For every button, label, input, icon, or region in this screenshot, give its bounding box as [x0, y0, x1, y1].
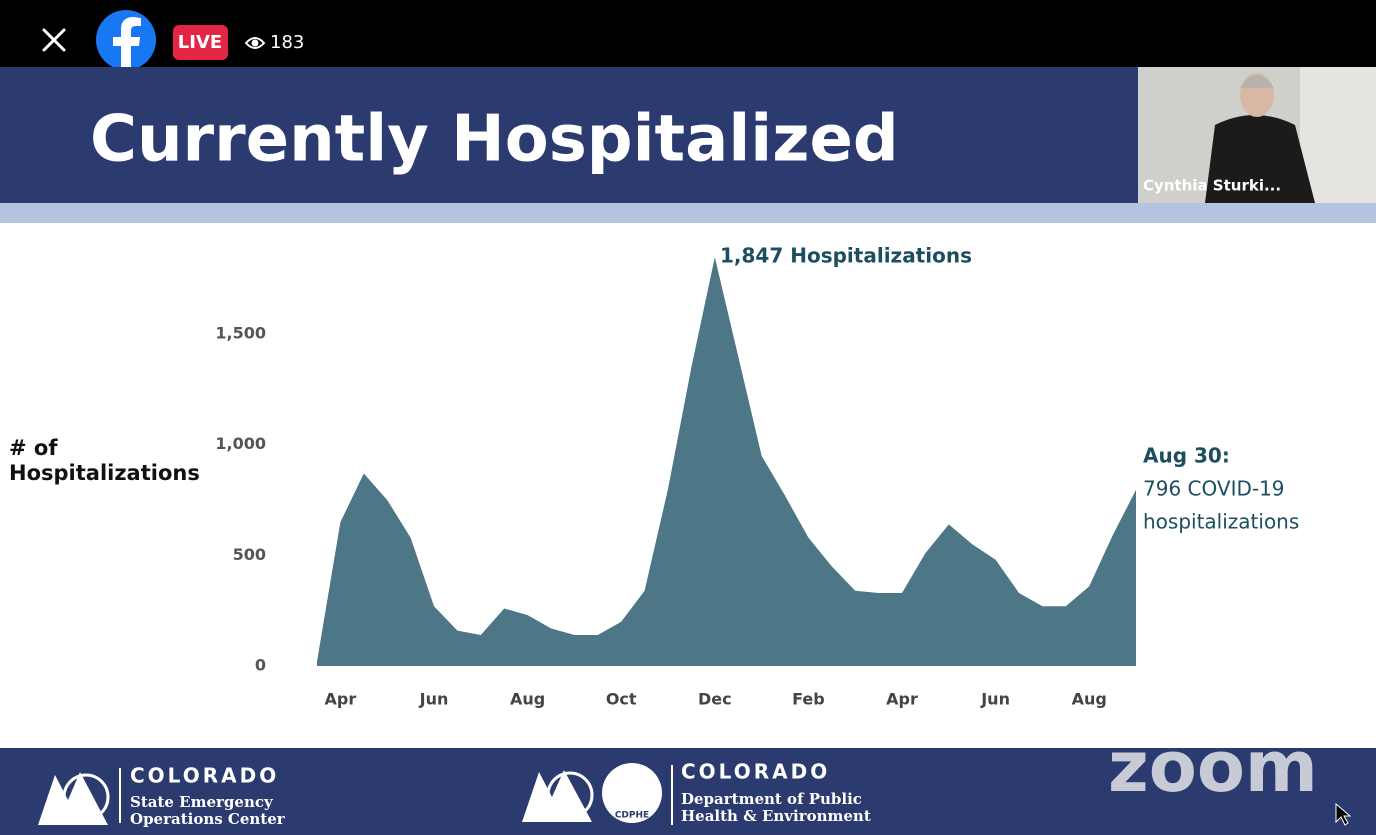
- eye-icon: [244, 37, 266, 49]
- y-tick-label: 1,000: [215, 434, 266, 453]
- live-badge: [173, 25, 228, 60]
- x-tick-label: Apr: [325, 690, 357, 709]
- mouse-cursor: [1335, 802, 1352, 826]
- latest-annotation: 796 COVID-19: [1143, 477, 1285, 501]
- x-tick-label: Jun: [419, 690, 449, 709]
- presenter-name: Cynthia Sturki...: [1143, 177, 1281, 195]
- x-tick-label: Feb: [792, 690, 825, 709]
- title-banner: [0, 67, 1138, 203]
- footer-text: Health & Environment: [681, 807, 871, 825]
- x-tick-label: Apr: [886, 690, 918, 709]
- facebook-logo: [96, 10, 156, 70]
- y-tick-label: 500: [233, 545, 266, 564]
- footer-text: Department of Public: [681, 790, 862, 808]
- y-axis-label: # of Hospitalizations: [9, 436, 200, 485]
- footer-text: Operations Center: [130, 810, 286, 828]
- presenter-video: [1138, 67, 1376, 203]
- area: [317, 257, 1136, 666]
- seoc-logo: [38, 768, 121, 825]
- chart: 0 500 1,000 1,500 Apr Jun Aug Oct Dec Feb Apr Jun Au…: [215, 244, 1299, 709]
- x-tick-label: Oct: [606, 690, 637, 709]
- top-bar: [0, 0, 1376, 67]
- latest-annotation: hospitalizations: [1143, 510, 1299, 534]
- y-tick-label: 0: [255, 656, 266, 675]
- live-label: LIVE: [178, 32, 222, 53]
- x-tick-label: Aug: [1072, 690, 1107, 709]
- y-tick-label: 1,500: [215, 324, 266, 343]
- x-tick-label: Jun: [980, 690, 1010, 709]
- latest-annotation: Aug 30:: [1143, 444, 1230, 468]
- slide-title: Currently Hospitalized: [90, 103, 899, 177]
- x-tick-label: Dec: [698, 690, 732, 709]
- footer-text: State Emergency: [130, 793, 274, 811]
- badge-text: CDPHE: [615, 811, 649, 821]
- zoom-watermark: zoom: [1108, 726, 1318, 808]
- footer-org: COLORADO: [681, 760, 830, 784]
- peak-annotation: 1,847 Hospitalizations: [720, 244, 972, 268]
- footer: [0, 748, 1376, 835]
- footer-org: COLORADO: [130, 764, 279, 788]
- slide-stripe: [0, 203, 1376, 223]
- viewer-count: 183: [270, 32, 304, 53]
- x-tick-label: Aug: [510, 690, 545, 709]
- close-button[interactable]: [42, 28, 66, 52]
- cdphe-logo: [522, 763, 673, 825]
